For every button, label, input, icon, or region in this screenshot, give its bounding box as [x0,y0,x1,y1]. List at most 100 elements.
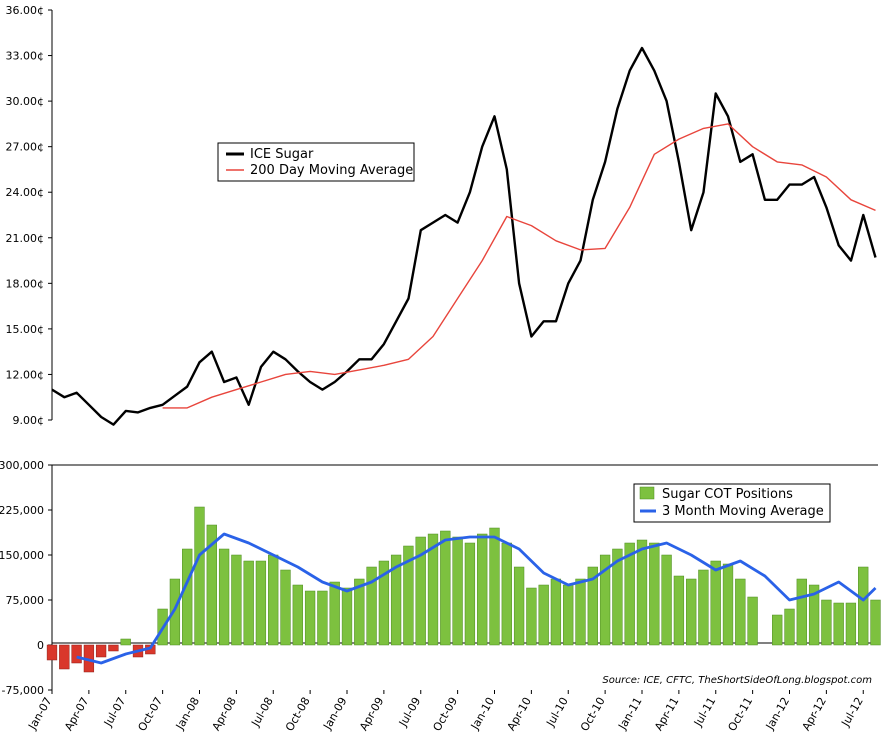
cot-bar [427,533,439,646]
cot-bar [59,644,70,670]
cot-bar [329,581,340,646]
cot-bar [169,578,181,646]
cot-tick-label: -75,000 [2,684,44,697]
cot-bar [440,530,451,646]
cot-bar [735,578,746,646]
x-tick-label: Jul-08 [248,695,275,729]
x-tick-label: Jul-12 [838,695,865,729]
x-tick-label: Jul-10 [543,695,570,729]
cot-bar [120,638,131,646]
cot-tick-label: 0 [37,639,44,652]
cot-bar [194,506,205,646]
cot-bar [403,545,414,646]
cot-bar [255,560,267,646]
price-y-ticks: 9.00¢ 12.00¢ 15.00¢ 18.00¢ 21.00¢ 24.00¢ 27.00… [6,4,52,427]
cot-bar [612,548,623,646]
legend-label-200ma: 200 Day Moving Average [250,163,413,178]
price-tick-label: 9.00¢ [13,414,45,427]
legend-label-3ma: 3 Month Moving Average [662,504,824,519]
cot-bar [182,548,193,646]
cot-bar [784,608,795,646]
cot-bar [489,527,500,646]
cot-tick-label: 300,000 [0,459,44,472]
cot-bar [845,602,857,646]
cot-bar [231,554,242,646]
cot-tick-label: 225,000 [0,504,44,517]
cot-y-ticks: -75,000 0 75,000 150,000 225,000 300,000 [0,459,52,697]
x-tick-label: Oct-11 [725,695,755,732]
cot-bar [587,566,598,646]
cot-bar [95,644,107,658]
legend-swatch-cot [639,486,655,500]
x-tick-label: Apr-10 [505,695,534,732]
cot-bar [366,566,377,646]
x-tick-label: Apr-07 [62,695,91,732]
cot-bar [354,578,365,646]
cot-bar [796,578,807,646]
x-tick-label: Oct-08 [283,695,313,732]
cot-moving-average [76,532,877,665]
cot-bar [772,614,783,646]
cot-bar [722,563,734,646]
price-tick-label: 30.00¢ [6,95,45,108]
x-tick-label: Oct-10 [578,695,608,732]
cot-bar [526,587,537,646]
price-tick-label: 12.00¢ [6,368,45,381]
cot-bar [563,584,574,646]
price-tick-label: 27.00¢ [6,141,45,154]
x-tick-label: Jan-07 [25,695,54,732]
cot-bar [747,596,758,646]
cot-bar [649,542,660,646]
cot-bar [698,569,709,646]
cot-bar [501,542,512,646]
cot-bar [464,542,476,646]
cot-bar [821,599,832,646]
cot-bars [46,506,881,673]
cot-bar [218,548,230,646]
cot-bar [280,569,291,646]
cot-bar [46,644,58,661]
legend-label-ice-sugar: ICE Sugar [250,147,314,162]
x-tick-label: Jul-09 [396,695,423,729]
cot-bar [673,575,685,646]
cot-bar [341,587,353,646]
x-tick-label: Jul-11 [691,695,718,729]
cot-bar [206,524,217,646]
cot-bar [710,560,721,646]
cot-bar [452,536,463,646]
x-tick-label: Jan-09 [320,695,349,732]
x-tick-label: Apr-09 [357,695,386,732]
cot-bar [858,566,869,646]
x-tick-label: Oct-09 [430,695,460,732]
price-legend: ICE Sugar 200 Day Moving Average [217,142,415,182]
cot-bar [636,539,648,646]
price-tick-label: 36.00¢ [6,4,45,17]
price-tick-label: 33.00¢ [6,50,45,63]
price-lines [51,46,877,426]
cot-bar [575,578,586,646]
source-note: Source: ICE, CFTC, TheShortSideOfLong.bl… [602,675,872,686]
x-tick-label: Apr-11 [652,695,681,732]
price-tick-label: 15.00¢ [6,323,45,336]
cot-bar [808,584,820,646]
cot-bar [292,584,303,646]
cot-bar [71,644,82,664]
cot-bar [661,554,672,646]
cot-tick-label: 150,000 [0,549,44,562]
legend-label-cot: Sugar COT Positions [662,487,793,502]
x-tick-label: Jul-07 [101,695,128,729]
x-tick-label: Jan-10 [468,695,497,732]
cot-bar [513,566,525,646]
cot-bar [686,578,697,646]
ice-sugar-line [51,46,877,426]
x-tick-label: Jan-12 [763,695,792,732]
cot-bar [317,590,328,646]
cot-bar [378,560,390,646]
cot-legend-box [633,483,831,523]
cot-bar [477,533,488,646]
x-tick-label: Oct-07 [135,695,165,732]
x-tick-label: Apr-12 [800,695,829,732]
cot-bar [624,542,635,646]
price-tick-label: 18.00¢ [6,277,45,290]
